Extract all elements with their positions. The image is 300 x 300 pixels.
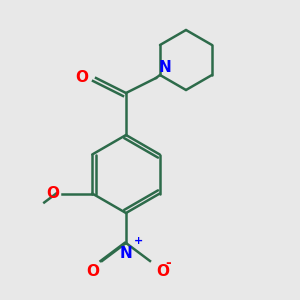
Text: O: O [86,264,99,279]
Text: N: N [120,246,132,261]
Text: +: + [134,236,143,247]
Text: O: O [156,264,169,279]
Text: -: - [165,256,171,269]
Text: O: O [46,186,59,201]
Text: N: N [159,60,172,75]
Text: O: O [76,70,88,86]
